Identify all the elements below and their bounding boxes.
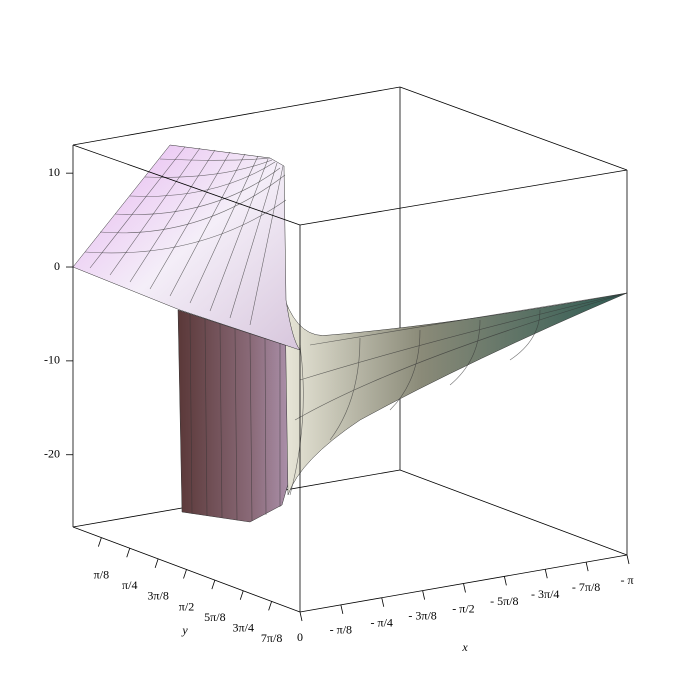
z-tick-label: 10	[48, 165, 60, 179]
x-tick	[340, 604, 344, 614]
y-axis-label: y	[181, 623, 188, 637]
x-tick-label: - π/2	[452, 601, 474, 615]
y-tick-label: π/2	[179, 599, 194, 613]
x-tick-label: - π/8	[330, 623, 352, 637]
x-tick-label: - π	[620, 573, 633, 587]
y-tick-label: 5π/8	[204, 610, 225, 624]
x-tick-label: - 3π/4	[531, 587, 559, 601]
x-axis-label: x	[461, 640, 468, 654]
y-tick	[211, 579, 216, 590]
x-tick	[463, 583, 466, 593]
y-tick	[126, 548, 131, 558]
z-tick-label: -10	[44, 353, 60, 367]
x-tick-label: - 7π/8	[572, 580, 600, 594]
y-tick-label: 3π/4	[233, 621, 254, 635]
y-tick-label: 3π/8	[147, 589, 168, 603]
x-tick	[422, 590, 426, 600]
y-tick	[268, 601, 273, 611]
y-tick	[97, 537, 102, 547]
y-tick	[154, 558, 159, 569]
x-tick	[299, 611, 303, 622]
z-tick-label: -20	[44, 446, 60, 460]
z-tick-label: 0	[54, 259, 60, 273]
x-tick	[503, 576, 507, 586]
y-tick	[183, 569, 187, 579]
box-back	[72, 86, 628, 556]
box-front	[72, 144, 628, 613]
x-tick-label: - π/4	[371, 616, 393, 630]
surface	[72, 144, 628, 523]
x-tick	[544, 569, 548, 579]
x-tick-label: - 3π/8	[408, 608, 436, 622]
x-tick	[585, 562, 589, 572]
x-tick	[626, 554, 630, 565]
y-tick-label: 7π/8	[261, 631, 282, 645]
y-tick	[239, 590, 244, 600]
x-tick-label: 0	[297, 630, 303, 644]
x-tick-label: - 5π/8	[490, 594, 518, 608]
y-tick-label: π/8	[94, 567, 109, 581]
x-tick	[381, 597, 385, 607]
y-tick-label: π/4	[122, 578, 137, 592]
